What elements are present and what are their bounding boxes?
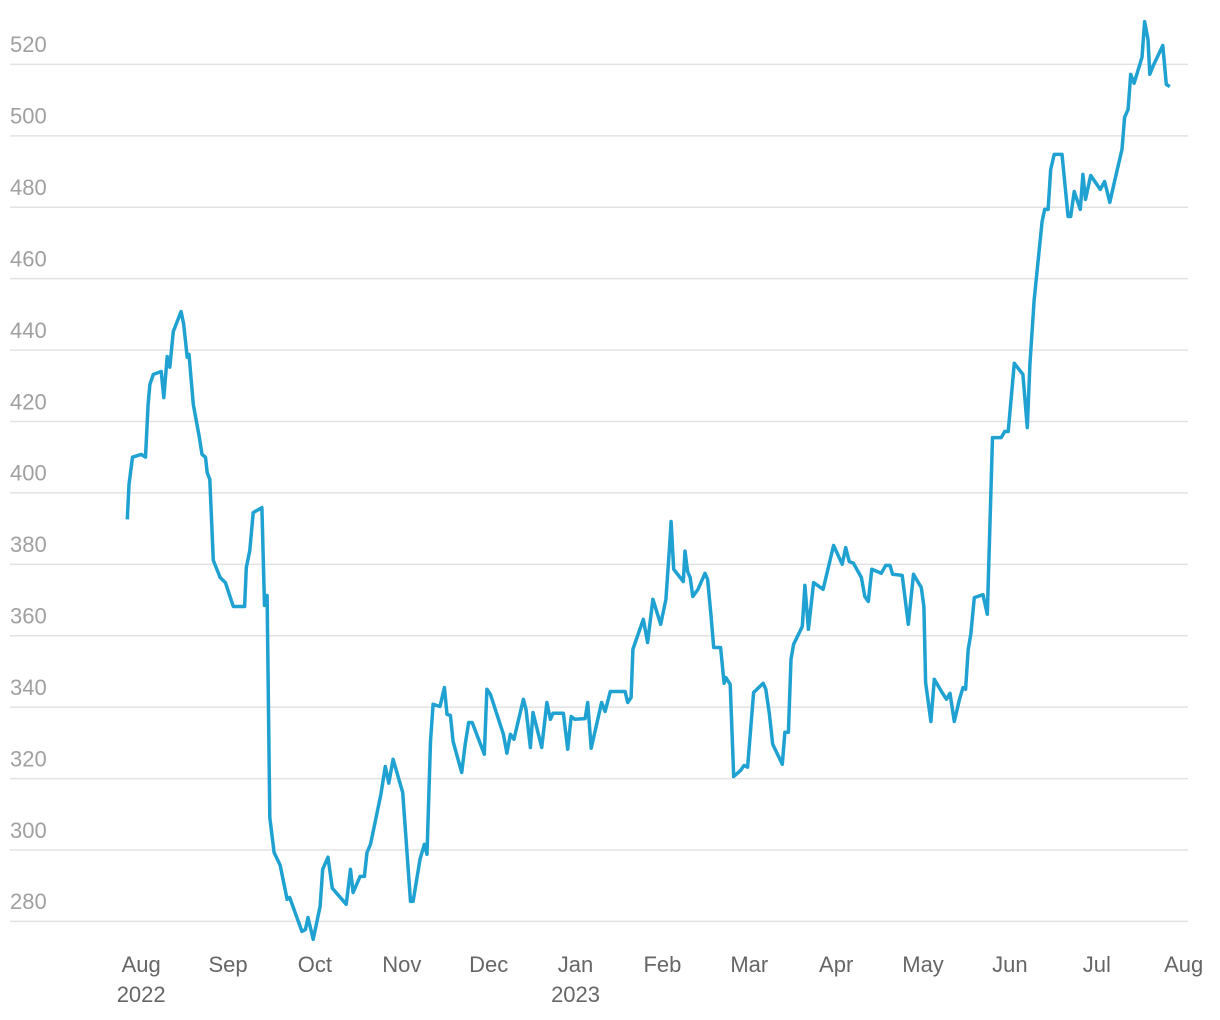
- x-tick-label: Feb: [643, 952, 681, 977]
- y-tick-label: 460: [10, 246, 47, 271]
- x-tick-label: Oct: [298, 952, 332, 977]
- y-tick-label: 520: [10, 32, 47, 57]
- x-tick-label: Jan: [558, 952, 593, 977]
- y-tick-label: 300: [10, 818, 47, 843]
- y-tick-label: 320: [10, 746, 47, 771]
- x-tick-label: Apr: [819, 952, 853, 977]
- y-tick-label: 480: [10, 175, 47, 200]
- y-tick-label: 440: [10, 318, 47, 343]
- price-line: [125, 19, 1171, 942]
- x-tick-label: Dec: [469, 952, 508, 977]
- y-tick-label: 420: [10, 389, 47, 414]
- y-tick-label: 280: [10, 889, 47, 914]
- x-tick-label: Aug: [1164, 952, 1203, 977]
- y-tick-label: 360: [10, 604, 47, 629]
- x-tick-label: Jul: [1083, 952, 1111, 977]
- y-tick-label: 340: [10, 675, 47, 700]
- x-year-label: 2023: [551, 982, 600, 1007]
- y-tick-label: 400: [10, 461, 47, 486]
- x-tick-label: Nov: [382, 952, 421, 977]
- x-tick-label: Aug: [122, 952, 161, 977]
- x-tick-label: Mar: [730, 952, 768, 977]
- x-tick-label: Sep: [208, 952, 247, 977]
- x-tick-label: Jun: [992, 952, 1027, 977]
- x-year-label: 2022: [117, 982, 166, 1007]
- y-tick-label: 500: [10, 104, 47, 129]
- x-tick-label: May: [902, 952, 944, 977]
- y-tick-label: 380: [10, 532, 47, 557]
